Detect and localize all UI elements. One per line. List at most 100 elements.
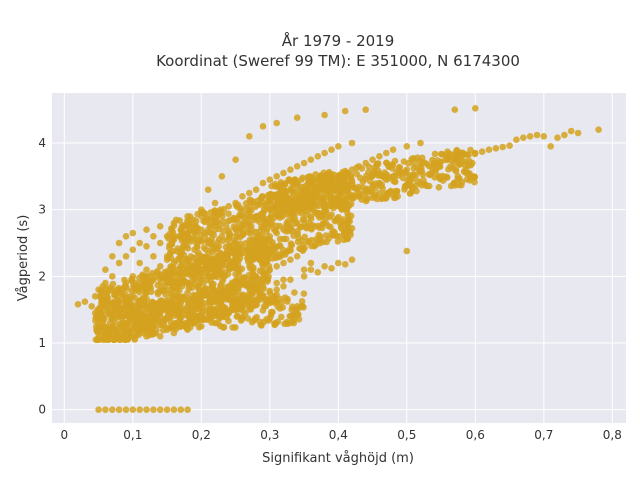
scatter-point <box>211 207 218 215</box>
scatter-point <box>282 197 289 205</box>
scatter-point <box>198 209 205 216</box>
scatter-point <box>102 266 109 274</box>
scatter-point <box>231 248 239 255</box>
scatter-point <box>328 146 335 153</box>
scatter-point <box>217 255 225 263</box>
scatter-point <box>165 324 172 332</box>
scatter-point <box>201 287 209 294</box>
scatter-point <box>353 164 360 171</box>
scatter-point <box>136 406 143 414</box>
scatter-point <box>136 239 143 247</box>
scatter-point <box>417 139 424 147</box>
scatter-point <box>244 315 252 322</box>
y-tick-label: 1 <box>38 336 46 350</box>
scatter-point <box>88 303 95 310</box>
scatter-point <box>96 308 103 316</box>
scatter-point <box>282 235 290 243</box>
scatter-point <box>252 186 260 193</box>
scatter-point <box>410 159 417 167</box>
scatter-point <box>187 253 195 260</box>
scatter-point <box>293 189 301 196</box>
scatter-point <box>330 204 337 212</box>
scatter-point <box>263 248 270 256</box>
scatter-point <box>307 266 315 274</box>
scatter-point <box>212 307 220 315</box>
scatter-point <box>268 182 275 190</box>
scatter-point <box>288 187 295 194</box>
scatter-point <box>214 218 221 225</box>
scatter-point <box>447 151 455 158</box>
scatter-point <box>433 160 440 168</box>
scatter-point <box>151 317 158 325</box>
scatter-point <box>196 305 203 312</box>
scatter-point <box>242 282 250 289</box>
scatter-point <box>215 236 223 243</box>
scatter-point <box>199 293 206 301</box>
scatter-point <box>467 146 474 154</box>
scatter-point <box>187 236 194 243</box>
scatter-point <box>273 253 281 261</box>
scatter-point <box>244 254 251 262</box>
scatter-point <box>439 172 446 180</box>
scatter-point <box>270 201 277 209</box>
scatter-point <box>230 223 238 230</box>
scatter-point <box>176 217 183 224</box>
scatter-point <box>166 276 173 283</box>
scatter-point <box>251 316 258 324</box>
scatter-point <box>185 311 193 318</box>
scatter-point <box>246 306 253 313</box>
scatter-point <box>526 133 534 140</box>
scatter-point <box>191 312 198 320</box>
scatter-point <box>321 206 329 213</box>
scatter-point <box>301 221 308 228</box>
scatter-point <box>114 332 122 339</box>
scatter-point <box>185 300 193 307</box>
scatter-point <box>104 300 112 308</box>
scatter-point <box>348 256 356 264</box>
scatter-point <box>320 219 328 226</box>
scatter-point <box>170 323 178 331</box>
scatter-point <box>252 203 259 211</box>
scatter-point <box>143 305 151 313</box>
scatter-point <box>321 111 328 119</box>
scatter-point <box>153 327 160 334</box>
scatter-point <box>163 406 171 414</box>
scatter-point <box>284 298 291 305</box>
scatter-point <box>170 222 178 229</box>
scatter-point <box>132 319 140 327</box>
scatter-point <box>540 133 548 140</box>
scatter-point <box>472 105 479 112</box>
scatter-point <box>192 217 200 225</box>
x-tick-label: 0,8 <box>603 428 622 442</box>
x-tick-label: 0,4 <box>329 428 348 442</box>
scatter-point <box>128 277 135 285</box>
scatter-point <box>245 213 253 220</box>
scatter-point <box>109 280 117 288</box>
scatter-point <box>403 143 411 150</box>
scatter-point <box>264 278 271 285</box>
scatter-point <box>273 119 281 127</box>
scatter-point <box>421 159 429 166</box>
x-tick-label: 0,1 <box>123 428 142 442</box>
scatter-point <box>285 176 293 183</box>
scatter-point <box>195 283 202 291</box>
scatter-point <box>248 197 255 204</box>
scatter-point <box>344 213 352 220</box>
scatter-point <box>148 299 155 307</box>
scatter-point <box>176 276 183 283</box>
scatter-point <box>300 290 308 298</box>
scatter-point <box>136 259 143 267</box>
scatter-point <box>308 236 315 244</box>
scatter-point <box>188 271 195 278</box>
scatter-point <box>294 303 301 310</box>
scatter-point <box>254 283 262 290</box>
scatter-point <box>259 198 266 206</box>
scatter-point <box>224 287 232 295</box>
scatter-point <box>313 189 320 197</box>
scatter-point <box>499 143 507 151</box>
scatter-point <box>122 406 130 414</box>
scatter-point <box>226 261 233 269</box>
scatter-point <box>341 229 348 237</box>
scatter-point <box>266 214 274 221</box>
scatter-point <box>236 226 244 234</box>
